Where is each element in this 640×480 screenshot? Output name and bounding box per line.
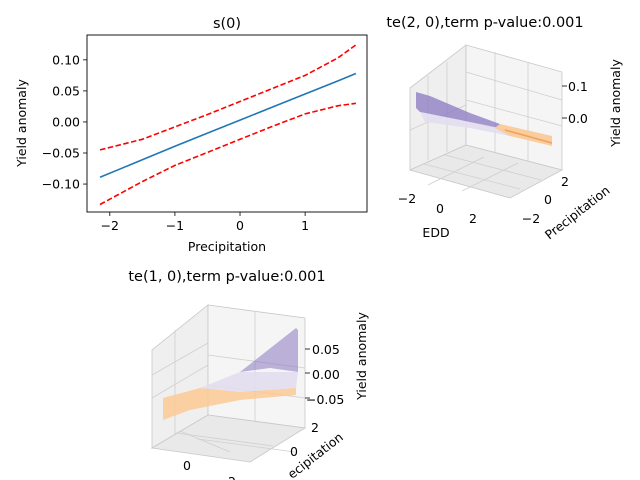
s0-y-tick-label: −0.05 — [42, 146, 80, 161]
s0-series-group — [100, 45, 356, 205]
s0-upper-ci-line — [100, 45, 356, 150]
te20-y-axis-label: Precipitation — [542, 182, 613, 242]
te20-z-tick-1: 0.0 — [568, 111, 588, 126]
s0-x-tick-label: 0 — [236, 218, 244, 233]
te20-y-tick-1: 0 — [544, 192, 552, 207]
te10-z-axis-label: Yield anomaly — [354, 312, 369, 401]
te20-chart: te(2, 0),term p-value:0.001 0.1 — [386, 15, 623, 242]
s0-y-axis-label: Yield anomaly — [14, 79, 29, 168]
s0-y-tick-label: 0.05 — [52, 83, 80, 98]
te20-y-tick-2: −2 — [522, 211, 540, 226]
te20-title: te(2, 0),term p-value:0.001 — [386, 15, 583, 31]
te10-z-tick-0: 0.05 — [312, 342, 340, 357]
te20-x-axis-label: EDD — [422, 225, 449, 240]
te20-y-tick-0: 2 — [561, 174, 569, 189]
s0-x-tick-label: −2 — [101, 218, 119, 233]
s0-y-tick-label: 0.10 — [52, 52, 80, 67]
te20-z-ticks: 0.1 0.0 — [562, 79, 588, 126]
te10-z-ticks: 0.05 0.00 −0.05 — [305, 342, 344, 407]
te20-x-tick-1: 0 — [436, 201, 444, 216]
s0-y-tick-label: −0.10 — [42, 177, 80, 192]
te20-x-tick-2: 2 — [469, 211, 477, 226]
te10-y-tick-0: 2 — [311, 420, 319, 435]
s0-fit-line — [100, 74, 356, 178]
te10-chart: te(1, 0),term p-value:0.001 0.05 0.00 — [128, 269, 369, 480]
te20-z-axis-label: Yield anomaly — [608, 59, 623, 148]
te10-x-tick-1: 2 — [228, 474, 236, 480]
s0-title: s(0) — [213, 16, 241, 32]
s0-x-tick-label: −1 — [166, 218, 184, 233]
te20-x-ticks: −2 0 2 — [398, 191, 477, 226]
s0-chart: s(0) −2 −1 0 1 −0.10 −0.05 0.00 0.05 0.10 Preci… — [14, 16, 367, 254]
te10-z-tick-2: −0.05 — [306, 392, 344, 407]
te10-z-tick-1: 0.00 — [312, 367, 340, 382]
te10-title: te(1, 0),term p-value:0.001 — [128, 269, 325, 285]
s0-x-ticks: −2 −1 0 1 — [101, 212, 310, 233]
te10-x-ticks: 0 2 — [183, 458, 236, 480]
s0-plot-frame — [87, 35, 367, 212]
te10-x-tick-0: 0 — [183, 458, 191, 473]
s0-x-tick-label: 1 — [301, 218, 309, 233]
te20-z-tick-0: 0.1 — [568, 79, 588, 94]
s0-y-ticks: −0.10 −0.05 0.00 0.05 0.10 — [42, 52, 87, 191]
s0-x-axis-label: Precipitation — [188, 239, 266, 254]
s0-lower-ci-line — [100, 103, 356, 204]
s0-y-tick-label: 0.00 — [52, 114, 80, 129]
te10-y-tick-1: 0 — [290, 444, 298, 459]
te20-x-tick-0: −2 — [398, 191, 416, 206]
